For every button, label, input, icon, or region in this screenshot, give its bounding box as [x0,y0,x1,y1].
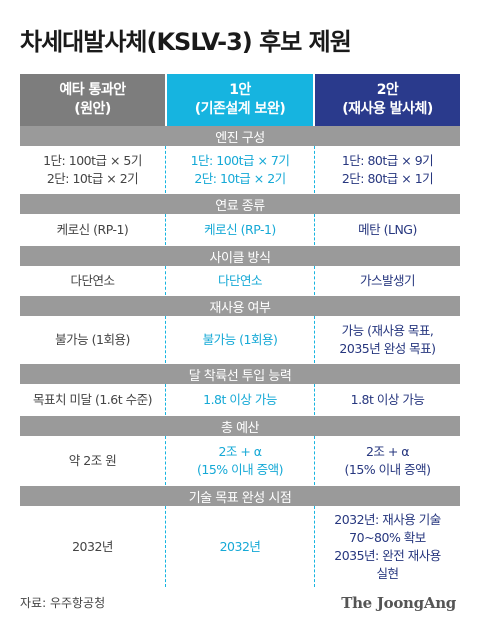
table-cell: 1단: 80t급 × 9기 2단: 80t급 × 1기 [315,146,460,193]
header-plan2-subtitle: (재사용 발사체) [342,101,433,117]
cell-line: 케로신 (RP-1) [204,221,276,237]
table-row: 불가능 (1회용) 불가능 (1회용) 가능 (재사용 목표, 2035년 완성 목표… [20,316,460,364]
table-cell: 목표치 미달 (1.6t 수준) [20,384,165,415]
table-cell: 2032년 [165,506,315,587]
cell-line: 목표치 미달 (1.6t 수준) [33,391,152,407]
table-cell: 2조 + α (15% 이내 증액) [315,436,460,485]
cell-line: 2035년: 완전 재사용 [334,547,441,563]
section-header: 엔진 구성 [20,126,460,146]
cell-line: 메탄 (LNG) [358,221,417,237]
cell-line: 불가능 (1회용) [202,331,278,347]
cell-line: (15% 이내 증액) [344,461,431,477]
section-header: 달 착륙선 투입 능력 [20,364,460,384]
section-header: 사이클 방식 [20,246,460,266]
cell-line: 2032년 [219,538,261,554]
table-cell: 1단: 100t급 × 7기 2단: 10t급 × 2기 [165,146,315,193]
cell-line: 1단: 100t급 × 7기 [190,152,290,168]
table-row: 약 2조 원 2조 + α (15% 이내 증액) 2조 + α (15% 이내 증액) [20,436,460,486]
cell-line: 1단: 100t급 × 5기 [43,152,142,168]
cell-line: 2조 + α [365,443,410,459]
header-plan1-title: 1안 [229,82,251,98]
header-original-plan: 예타 통과안 (원안) [20,74,165,126]
header-plan-1: 1안 (기존설계 보완) [167,74,313,126]
page-title: 차세대발사체(KSLV-3) 후보 제원 [20,28,352,56]
table-cell: 1단: 100t급 × 5기 2단: 10t급 × 2기 [20,146,165,193]
cell-line: 2032년: 재사용 기술 [334,511,441,527]
cell-line: 1단: 80t급 × 9기 [341,152,434,168]
table-cell: 2032년 [20,506,165,587]
section-header: 연료 종류 [20,194,460,214]
table-cell: 1.8t 이상 가능 [165,384,315,415]
table-row: 다단연소 다단연소 가스발생기 [20,266,460,296]
header-original-title: 예타 통과안 [59,82,126,98]
cell-line: 가스발생기 [359,272,416,288]
table-cell: 다단연소 [20,266,165,295]
cell-line: 1.8t 이상 가능 [350,391,425,407]
cell-line: 다단연소 [70,272,115,288]
table-cell: 2조 + α (15% 이내 증액) [165,436,315,485]
table-row: 2032년 2032년 2032년: 재사용 기술 70~80% 확보 2035년: 완… [20,506,460,588]
cell-line: 1.8t 이상 가능 [203,391,277,407]
table-cell: 불가능 (1회용) [20,316,165,363]
section-header: 재사용 여부 [20,296,460,316]
table-cell: 가능 (재사용 목표, 2035년 완성 목표) [315,316,460,363]
table-cell: 케로신 (RP-1) [20,214,165,245]
header-original-subtitle: (원안) [74,101,111,117]
source-note: 자료: 우주항공청 [20,596,106,610]
table-row: 케로신 (RP-1) 케로신 (RP-1) 메탄 (LNG) [20,214,460,246]
table-cell: 불가능 (1회용) [165,316,315,363]
section-header: 기술 목표 완성 시점 [20,486,460,506]
table-cell: 약 2조 원 [20,436,165,485]
header-plan2-title: 2안 [376,82,399,98]
table-header: 예타 통과안 (원안) 1안 (기존설계 보완) 2안 (재사용 발사체) [20,74,460,126]
table-cell: 케로신 (RP-1) [165,214,315,245]
header-plan1-subtitle: (기존설계 보완) [194,101,286,117]
table-cell: 가스발생기 [315,266,460,295]
section-header: 총 예산 [20,416,460,436]
spec-table: 예타 통과안 (원안) 1안 (기존설계 보완) 2안 (재사용 발사체) 엔진… [20,74,460,588]
cell-line: 2032년 [72,538,113,554]
cell-line: 70~80% 확보 [349,529,426,545]
cell-line: 케로신 (RP-1) [56,221,129,237]
cell-line: 2단: 80t급 × 1기 [341,170,434,186]
table-cell: 메탄 (LNG) [315,214,460,245]
table-cell: 1.8t 이상 가능 [315,384,460,415]
cell-line: 2단: 10t급 × 2기 [194,170,286,186]
header-plan-2: 2안 (재사용 발사체) [315,74,460,126]
publisher-logo: The JoongAng [341,594,456,612]
cell-line: 가능 (재사용 목표, [341,322,434,338]
table-cell: 다단연소 [165,266,315,295]
cell-line: 2조 + α [218,443,262,459]
cell-line: (15% 이내 증액) [197,461,283,477]
table-body: 엔진 구성 1단: 100t급 × 5기 2단: 10t급 × 2기 1단: 100t… [20,126,460,588]
cell-line: 불가능 (1회용) [55,331,130,347]
table-row: 1단: 100t급 × 5기 2단: 10t급 × 2기 1단: 100t급 × 7… [20,146,460,194]
cell-line: 약 2조 원 [68,452,117,468]
table-row: 목표치 미달 (1.6t 수준) 1.8t 이상 가능 1.8t 이상 가능 [20,384,460,416]
cell-line: 실현 [376,565,399,581]
cell-line: 다단연소 [217,272,263,288]
cell-line: 2단: 10t급 × 2기 [46,170,139,186]
cell-line: 2035년 완성 목표) [339,340,436,356]
